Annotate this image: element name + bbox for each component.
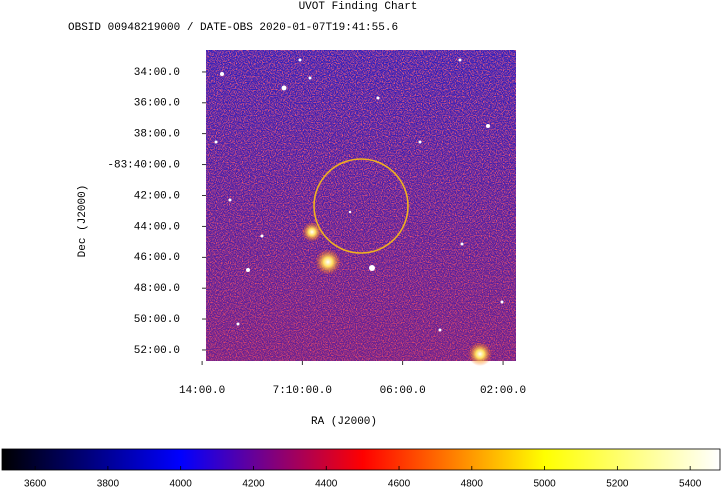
y-axis-label: Dec (J2000) xyxy=(77,185,89,258)
colorbar-tick-label: 3600 xyxy=(24,479,47,489)
y-tick-label: 36:00.0 xyxy=(134,98,180,110)
x-tick-label: 02:00.0 xyxy=(480,385,526,397)
x-axis-label: RA (J2000) xyxy=(311,416,377,428)
colorbar xyxy=(1,448,721,471)
colorbar-tick-label: 4800 xyxy=(461,479,484,489)
chart-subtitle: OBSID 00948219000 / DATE-OBS 2020-01-07T… xyxy=(68,22,398,34)
x-tick-label: 14:00.0 xyxy=(179,385,225,397)
x-tick-label: 7:10:00.0 xyxy=(273,385,332,397)
y-tick-label: 48:00.0 xyxy=(134,283,180,295)
colorbar-tick-label: 4000 xyxy=(170,479,193,489)
y-tick-label: 44:00.0 xyxy=(134,221,180,233)
bright-star xyxy=(302,222,322,242)
y-tick-label: 52:00.0 xyxy=(134,345,180,357)
colorbar-tick-label: 5000 xyxy=(533,479,556,489)
y-tick-label: 42:00.0 xyxy=(134,190,180,202)
colorbar-tick-label: 4400 xyxy=(315,479,338,489)
colorbar-tick-label: 3800 xyxy=(97,479,120,489)
y-tick-label: 46:00.0 xyxy=(134,252,180,264)
x-tick-label: 06:00.0 xyxy=(380,385,426,397)
stars xyxy=(214,58,504,332)
sky-image xyxy=(206,50,516,366)
image-shade xyxy=(206,50,516,361)
chart-title: UVOT Finding Chart xyxy=(299,1,418,13)
y-tick-label: 38:00.0 xyxy=(134,129,180,141)
colorbar-tick-label: 4200 xyxy=(242,479,265,489)
y-tick-label: 50:00.0 xyxy=(134,314,180,326)
y-tick-label: -83:40:00.0 xyxy=(107,160,180,172)
bright-star xyxy=(315,249,341,275)
colorbar-tick-label: 5400 xyxy=(679,479,702,489)
bright-star xyxy=(468,342,492,366)
colorbar-tick-label: 4600 xyxy=(388,479,411,489)
source-region xyxy=(313,158,409,254)
y-tick-label: 34:00.0 xyxy=(134,67,180,79)
colorbar-tick-label: 5200 xyxy=(606,479,629,489)
